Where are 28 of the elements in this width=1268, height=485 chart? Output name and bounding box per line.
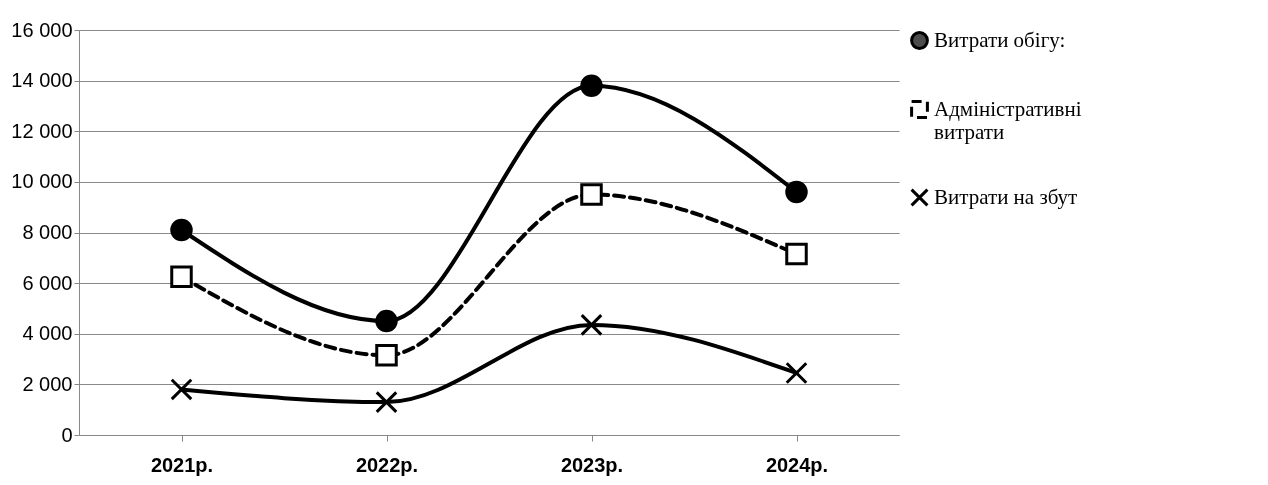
x-tick-label: 2022р. — [355, 453, 419, 476]
point — [375, 390, 398, 414]
point — [170, 218, 193, 242]
point — [170, 378, 193, 401]
point — [580, 74, 603, 97]
y-tick-label: 8 000 — [22, 221, 73, 243]
y-tick-label: 0 — [61, 423, 73, 446]
point — [170, 265, 193, 289]
point — [375, 344, 398, 367]
y-tick-label: 12 000 — [11, 119, 73, 142]
point — [785, 242, 808, 266]
legend-label: Витрати обігу: — [934, 27, 1066, 52]
y-tick-label: 14 000 — [11, 69, 73, 92]
legend-label: Витрати на збут — [934, 184, 1078, 209]
legend-label: Адміністративні витрати — [934, 96, 1082, 144]
x-tick-label: 2021р. — [150, 453, 214, 476]
y-tick-label: 4 000 — [22, 322, 73, 345]
x-tick-label: 2024р. — [765, 453, 829, 476]
y-tick-label: 10 000 — [11, 170, 73, 193]
point — [785, 180, 808, 204]
point — [580, 183, 603, 206]
point — [375, 309, 398, 333]
y-tick-label: 16 000 — [11, 18, 73, 41]
point — [785, 361, 808, 385]
y-tick-label: 6 000 — [22, 271, 73, 294]
point — [580, 313, 603, 337]
x-tick-label: 2023р. — [560, 453, 624, 476]
y-tick-label: 2 000 — [22, 372, 73, 395]
